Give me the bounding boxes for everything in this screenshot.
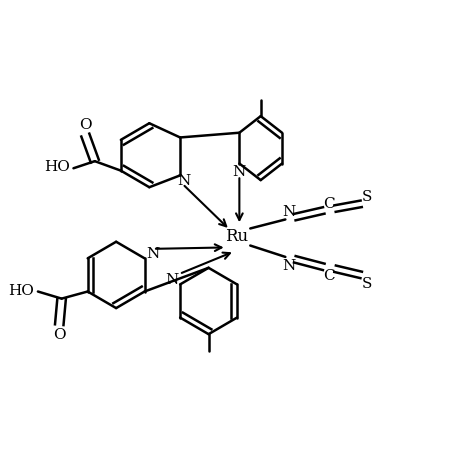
Text: C: C: [324, 197, 335, 211]
Text: N: N: [283, 205, 296, 219]
Text: Ru: Ru: [226, 228, 248, 246]
Text: HO: HO: [9, 283, 34, 298]
Text: O: O: [53, 328, 65, 342]
Text: S: S: [362, 277, 373, 291]
Text: N: N: [177, 174, 191, 188]
Text: S: S: [362, 190, 373, 204]
Text: N: N: [146, 246, 160, 261]
Text: N: N: [283, 259, 296, 273]
Text: N: N: [165, 273, 178, 287]
Text: O: O: [79, 118, 91, 132]
Text: C: C: [324, 269, 335, 283]
Text: HO: HO: [44, 160, 70, 174]
Text: N: N: [233, 164, 246, 179]
